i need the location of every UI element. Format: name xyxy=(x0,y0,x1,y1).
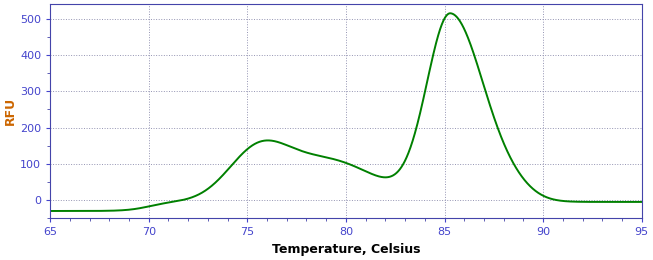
X-axis label: Temperature, Celsius: Temperature, Celsius xyxy=(272,243,420,256)
Y-axis label: RFU: RFU xyxy=(4,97,17,125)
